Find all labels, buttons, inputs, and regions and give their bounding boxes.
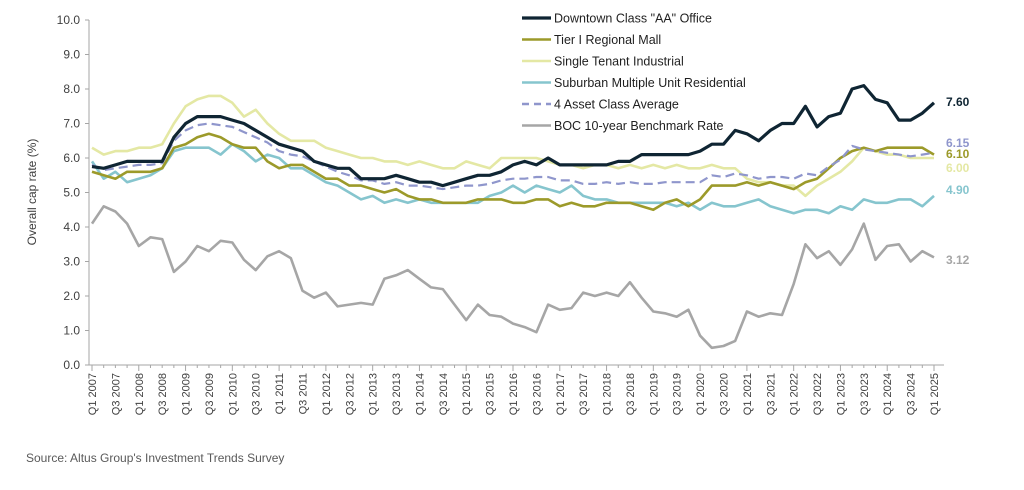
legend-label: BOC 10-year Benchmark Rate	[554, 119, 724, 133]
y-tick-label: 5.0	[63, 186, 80, 200]
x-tick-label: Q3 2022	[812, 373, 824, 415]
x-tick-label: Q3 2012	[344, 373, 356, 415]
source-note: Source: Altus Group's Investment Trends …	[26, 451, 285, 465]
x-tick-label: Q3 2013	[391, 373, 403, 415]
series-line-tier-i-regional-mall	[91, 132, 935, 212]
x-tick-label: Q3 2023	[859, 373, 871, 415]
x-axis: Q1 2007 Q3 2007 Q1 2008 Q3 2008 Q1 2009 Q3 20…	[87, 364, 944, 415]
legend-label: Suburban Multiple Unit Residential	[554, 76, 746, 90]
legend-label: Downtown Class "AA" Office	[554, 12, 712, 26]
x-tick-label: Q3 2014	[438, 373, 450, 415]
series-line-downtown-class-aa-office	[91, 83, 936, 188]
y-tick-label: 2.0	[63, 289, 80, 303]
y-tick-label: 10.0	[57, 13, 81, 27]
x-tick-label: Q1 2012	[321, 373, 333, 415]
end-label: 6.10	[946, 147, 970, 161]
end-labels: 7.60 6.106.00 4.90 6.15 3.12	[946, 95, 970, 267]
x-tick-label: Q1 2016	[508, 373, 520, 415]
x-tick-label: Q1 2008	[134, 373, 146, 415]
x-tick-label: Q3 2009	[204, 373, 216, 415]
x-tick-label: Q1 2013	[368, 373, 380, 415]
legend-label: 4 Asset Class Average	[554, 98, 679, 112]
x-tick-label: Q3 2017	[578, 373, 590, 415]
y-tick-label: 1.0	[63, 324, 80, 338]
end-label: 6.00	[946, 161, 970, 175]
y-tick-label: 7.0	[63, 117, 80, 131]
x-tick-label: Q3 2020	[719, 373, 731, 415]
x-tick-label: Q1 2022	[789, 373, 801, 415]
legend-label: Single Tenant Industrial	[554, 55, 684, 69]
x-tick-label: Q3 2018	[625, 373, 637, 415]
x-tick-label: Q1 2020	[695, 373, 707, 415]
x-tick-label: Q3 2008	[157, 373, 169, 415]
series-layer	[90, 83, 936, 350]
x-tick-label: Q1 2007	[87, 373, 99, 415]
y-axis-title: Overall cap rate (%)	[25, 139, 39, 246]
x-tick-label: Q1 2025	[929, 373, 941, 415]
x-tick-label: Q1 2010	[227, 373, 239, 415]
y-tick-label: 9.0	[63, 48, 80, 62]
x-tick-label: Q3 2021	[765, 373, 777, 415]
x-tick-label: Q3 2011	[298, 373, 310, 414]
x-tick-label: Q1 2009	[181, 373, 193, 415]
series-line-single-tenant-industrial	[91, 94, 934, 198]
x-tick-label: Q1 2011	[274, 373, 286, 414]
x-tick-label: Q3 2007	[110, 373, 122, 415]
y-tick-label: 8.0	[63, 82, 80, 96]
x-tick-label: Q3 2010	[251, 373, 263, 415]
y-tick-label: 0.0	[63, 358, 80, 372]
y-tick-label: 4.0	[63, 220, 80, 234]
x-tick-label: Q1 2023	[835, 373, 847, 415]
x-tick-label: Q3 2016	[531, 373, 543, 415]
x-tick-label: Q1 2018	[602, 373, 614, 415]
legend-label: Tier I Regional Mall	[554, 33, 661, 47]
x-tick-label: Q3 2015	[485, 373, 497, 415]
x-tick-label: Q1 2015	[461, 373, 473, 415]
x-tick-label: Q1 2019	[648, 373, 660, 415]
end-label: 3.12	[946, 253, 970, 267]
end-label: 4.90	[946, 183, 970, 197]
end-label: 7.60	[946, 95, 970, 109]
y-axis: 0.0 1.0 2.0 3.0 4.0 5.0 6.0 7.0 8.0 9.0 10.0	[57, 13, 90, 372]
x-tick-label: Q3 2024	[906, 373, 918, 415]
y-tick-label: 6.0	[63, 151, 80, 165]
x-tick-label: Q1 2021	[742, 373, 754, 415]
series-line-4-asset-class-average	[91, 122, 935, 191]
x-tick-label: Q1 2017	[555, 373, 567, 415]
x-tick-label: Q1 2014	[414, 373, 426, 415]
y-tick-label: 3.0	[63, 255, 80, 269]
legend: Downtown Class "AA" Office Tier I Regiona…	[522, 12, 746, 133]
series-line-boc-10-year-benchmark-rate	[90, 205, 935, 350]
x-tick-label: Q3 2019	[672, 373, 684, 415]
end-label: 6.15	[946, 136, 970, 150]
x-tick-label: Q1 2024	[882, 373, 894, 415]
